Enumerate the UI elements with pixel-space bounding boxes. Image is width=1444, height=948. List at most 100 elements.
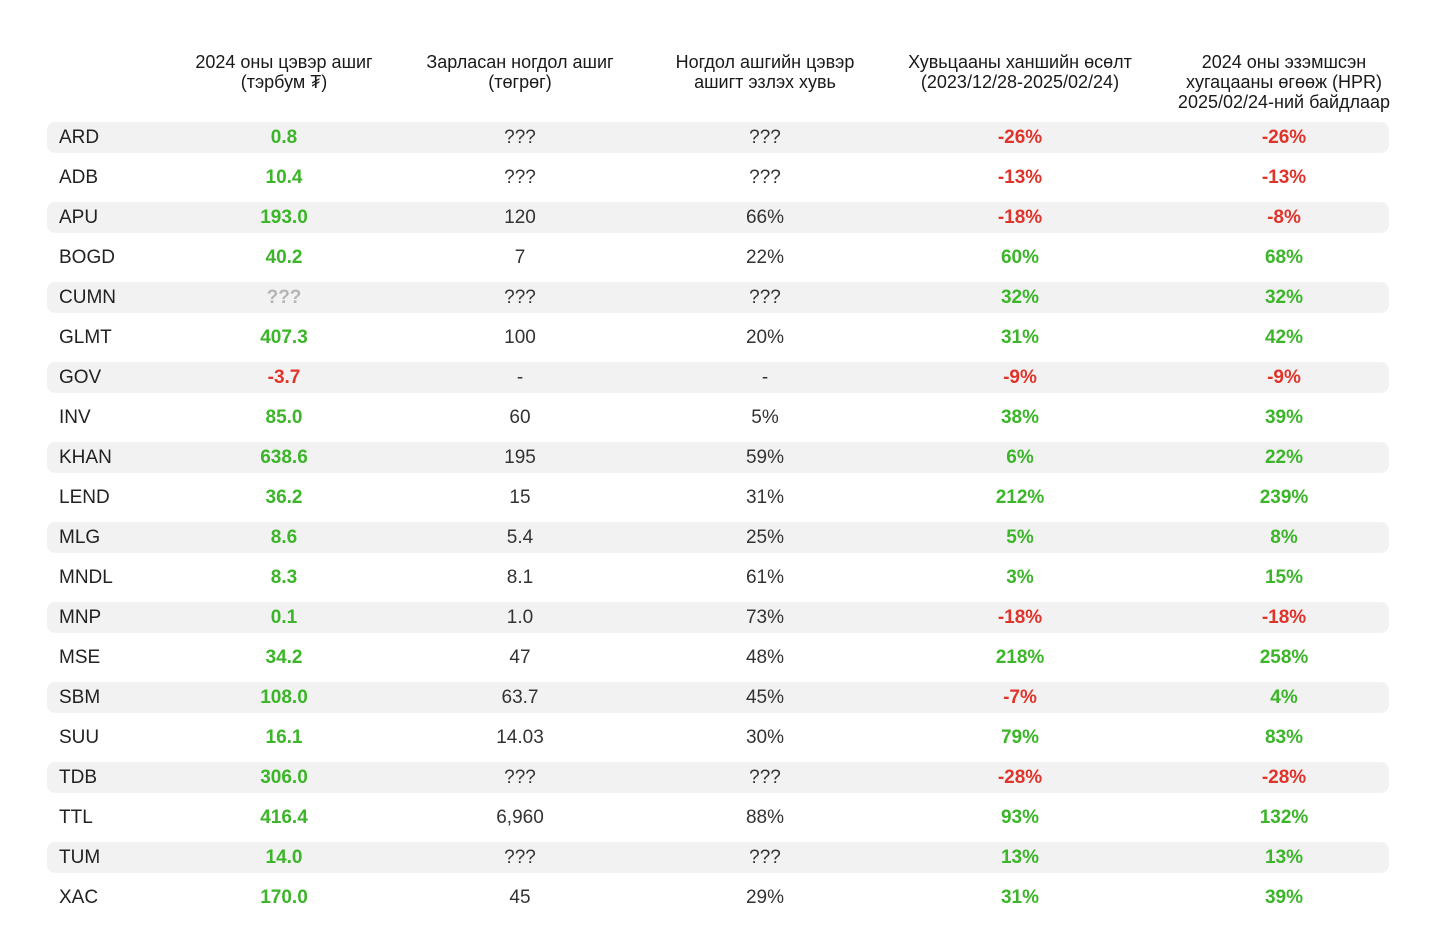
cell-ticker: MSE bbox=[59, 647, 101, 668]
table-row: GOV -3.7 - - -9% -9% bbox=[0, 362, 1444, 402]
cell-hpr: 39% bbox=[1264, 407, 1304, 428]
cell-growth: -26% bbox=[997, 127, 1043, 148]
cell-payout: 88% bbox=[745, 807, 785, 828]
table-row: SBM 108.0 63.7 45% -7% 4% bbox=[0, 682, 1444, 722]
row-stripe bbox=[47, 282, 1389, 313]
cell-dividend: 15 bbox=[509, 487, 531, 508]
cell-dividend: 1.0 bbox=[506, 607, 534, 628]
row-stripe bbox=[47, 442, 1389, 473]
table-row: SUU 16.1 14.03 30% 79% 83% bbox=[0, 722, 1444, 762]
cell-profit: ??? bbox=[266, 287, 302, 308]
cell-profit: 14.0 bbox=[265, 847, 303, 868]
cell-payout: 59% bbox=[745, 447, 785, 468]
cell-dividend: 7 bbox=[514, 247, 526, 268]
table-row: INV 85.0 60 5% 38% 39% bbox=[0, 402, 1444, 442]
cell-dividend: ??? bbox=[504, 847, 536, 868]
cell-payout: 48% bbox=[745, 647, 785, 668]
cell-ticker: GOV bbox=[59, 367, 102, 388]
cell-growth: 13% bbox=[1000, 847, 1040, 868]
cell-hpr: -18% bbox=[1261, 607, 1307, 628]
cell-payout: 25% bbox=[745, 527, 785, 548]
table-row: MNP 0.1 1.0 73% -18% -18% bbox=[0, 602, 1444, 642]
cell-dividend: - bbox=[516, 367, 524, 388]
cell-hpr: -8% bbox=[1267, 207, 1301, 228]
row-stripe bbox=[47, 122, 1389, 153]
cell-hpr: 8% bbox=[1270, 527, 1298, 548]
row-stripe bbox=[47, 682, 1389, 713]
cell-payout: 22% bbox=[745, 247, 785, 268]
cell-ticker: BOGD bbox=[59, 247, 115, 268]
column-header-dividend: Зарласан ногдол ашиг (төгрөг) bbox=[426, 52, 614, 92]
cell-growth: -18% bbox=[997, 207, 1043, 228]
row-stripe bbox=[47, 602, 1389, 633]
table-row: MNDL 8.3 8.1 61% 3% 15% bbox=[0, 562, 1444, 602]
row-stripe bbox=[47, 522, 1389, 553]
cell-dividend: 60 bbox=[509, 407, 531, 428]
cell-ticker: TUM bbox=[59, 847, 101, 868]
cell-ticker: APU bbox=[59, 207, 99, 228]
cell-ticker: XAC bbox=[59, 887, 99, 908]
column-header-hpr: 2024 оны эзэмшсэн хугацааны өгөөж (HPR) 20… bbox=[1177, 52, 1391, 112]
cell-ticker: ARD bbox=[59, 127, 100, 148]
cell-ticker: MNP bbox=[59, 607, 102, 628]
cell-growth: 3% bbox=[1006, 567, 1034, 588]
cell-payout: 45% bbox=[745, 687, 785, 708]
column-header-profit: 2024 оны цэвэр ашиг (тэрбум ₮) bbox=[195, 52, 373, 92]
cell-dividend: 45 bbox=[509, 887, 531, 908]
cell-growth: 5% bbox=[1006, 527, 1034, 548]
cell-ticker: MNDL bbox=[59, 567, 113, 588]
table-row: GLMT 407.3 100 20% 31% 42% bbox=[0, 322, 1444, 362]
cell-dividend: 14.03 bbox=[496, 727, 544, 748]
cell-growth: 93% bbox=[1000, 807, 1040, 828]
cell-growth: 218% bbox=[995, 647, 1045, 668]
cell-dividend: ??? bbox=[504, 127, 536, 148]
table-row: TDB 306.0?????? -28% -28% bbox=[0, 762, 1444, 802]
cell-payout: ??? bbox=[749, 287, 781, 308]
cell-ticker: INV bbox=[59, 407, 91, 428]
cell-payout: 31% bbox=[745, 487, 785, 508]
cell-growth: -28% bbox=[997, 767, 1043, 788]
cell-ticker: ADB bbox=[59, 167, 99, 188]
cell-growth: 32% bbox=[1000, 287, 1040, 308]
cell-hpr: 132% bbox=[1259, 807, 1309, 828]
cell-profit: 193.0 bbox=[260, 207, 308, 228]
row-stripe bbox=[47, 842, 1389, 873]
cell-profit: 8.3 bbox=[270, 567, 298, 588]
table-row: ADB 10.4?????? -13% -13% bbox=[0, 162, 1444, 202]
table-row: KHAN 638.6 195 59% 6% 22% bbox=[0, 442, 1444, 482]
cell-growth: 60% bbox=[1000, 247, 1040, 268]
cell-payout: 73% bbox=[745, 607, 785, 628]
cell-hpr: -13% bbox=[1261, 167, 1307, 188]
table-row: BOGD 40.2 7 22% 60% 68% bbox=[0, 242, 1444, 282]
cell-profit: 416.4 bbox=[260, 807, 308, 828]
cell-ticker: KHAN bbox=[59, 447, 112, 468]
cell-profit: -3.7 bbox=[267, 367, 301, 388]
cell-ticker: CUMN bbox=[59, 287, 116, 308]
row-stripe bbox=[47, 362, 1389, 393]
cell-dividend: 47 bbox=[509, 647, 531, 668]
cell-profit: 407.3 bbox=[260, 327, 308, 348]
cell-profit: 8.6 bbox=[270, 527, 298, 548]
cell-profit: 85.0 bbox=[265, 407, 303, 428]
table-row: APU 193.0 120 66% -18% -8% bbox=[0, 202, 1444, 242]
cell-profit: 638.6 bbox=[260, 447, 308, 468]
cell-hpr: 22% bbox=[1264, 447, 1304, 468]
cell-ticker: GLMT bbox=[59, 327, 112, 348]
cell-hpr: -26% bbox=[1261, 127, 1307, 148]
column-header-growth: Хувьцааны ханшийн өсөлт (2023/12/28-2025/… bbox=[908, 52, 1132, 92]
cell-profit: 34.2 bbox=[265, 647, 303, 668]
cell-ticker: SBM bbox=[59, 687, 101, 708]
cell-payout: 66% bbox=[745, 207, 785, 228]
cell-hpr: 32% bbox=[1264, 287, 1304, 308]
cell-dividend: 63.7 bbox=[501, 687, 539, 708]
table-body: ARD 0.8?????? -26% -26% ADB 10.4?????? -13% -13… bbox=[0, 122, 1444, 922]
cell-growth: -18% bbox=[997, 607, 1043, 628]
cell-payout: ??? bbox=[749, 167, 781, 188]
cell-payout: ??? bbox=[749, 767, 781, 788]
cell-profit: 16.1 bbox=[265, 727, 303, 748]
cell-profit: 10.4 bbox=[265, 167, 303, 188]
row-stripe bbox=[47, 762, 1389, 793]
cell-ticker: SUU bbox=[59, 727, 100, 748]
cell-hpr: -28% bbox=[1261, 767, 1307, 788]
cell-growth: -9% bbox=[1003, 367, 1037, 388]
